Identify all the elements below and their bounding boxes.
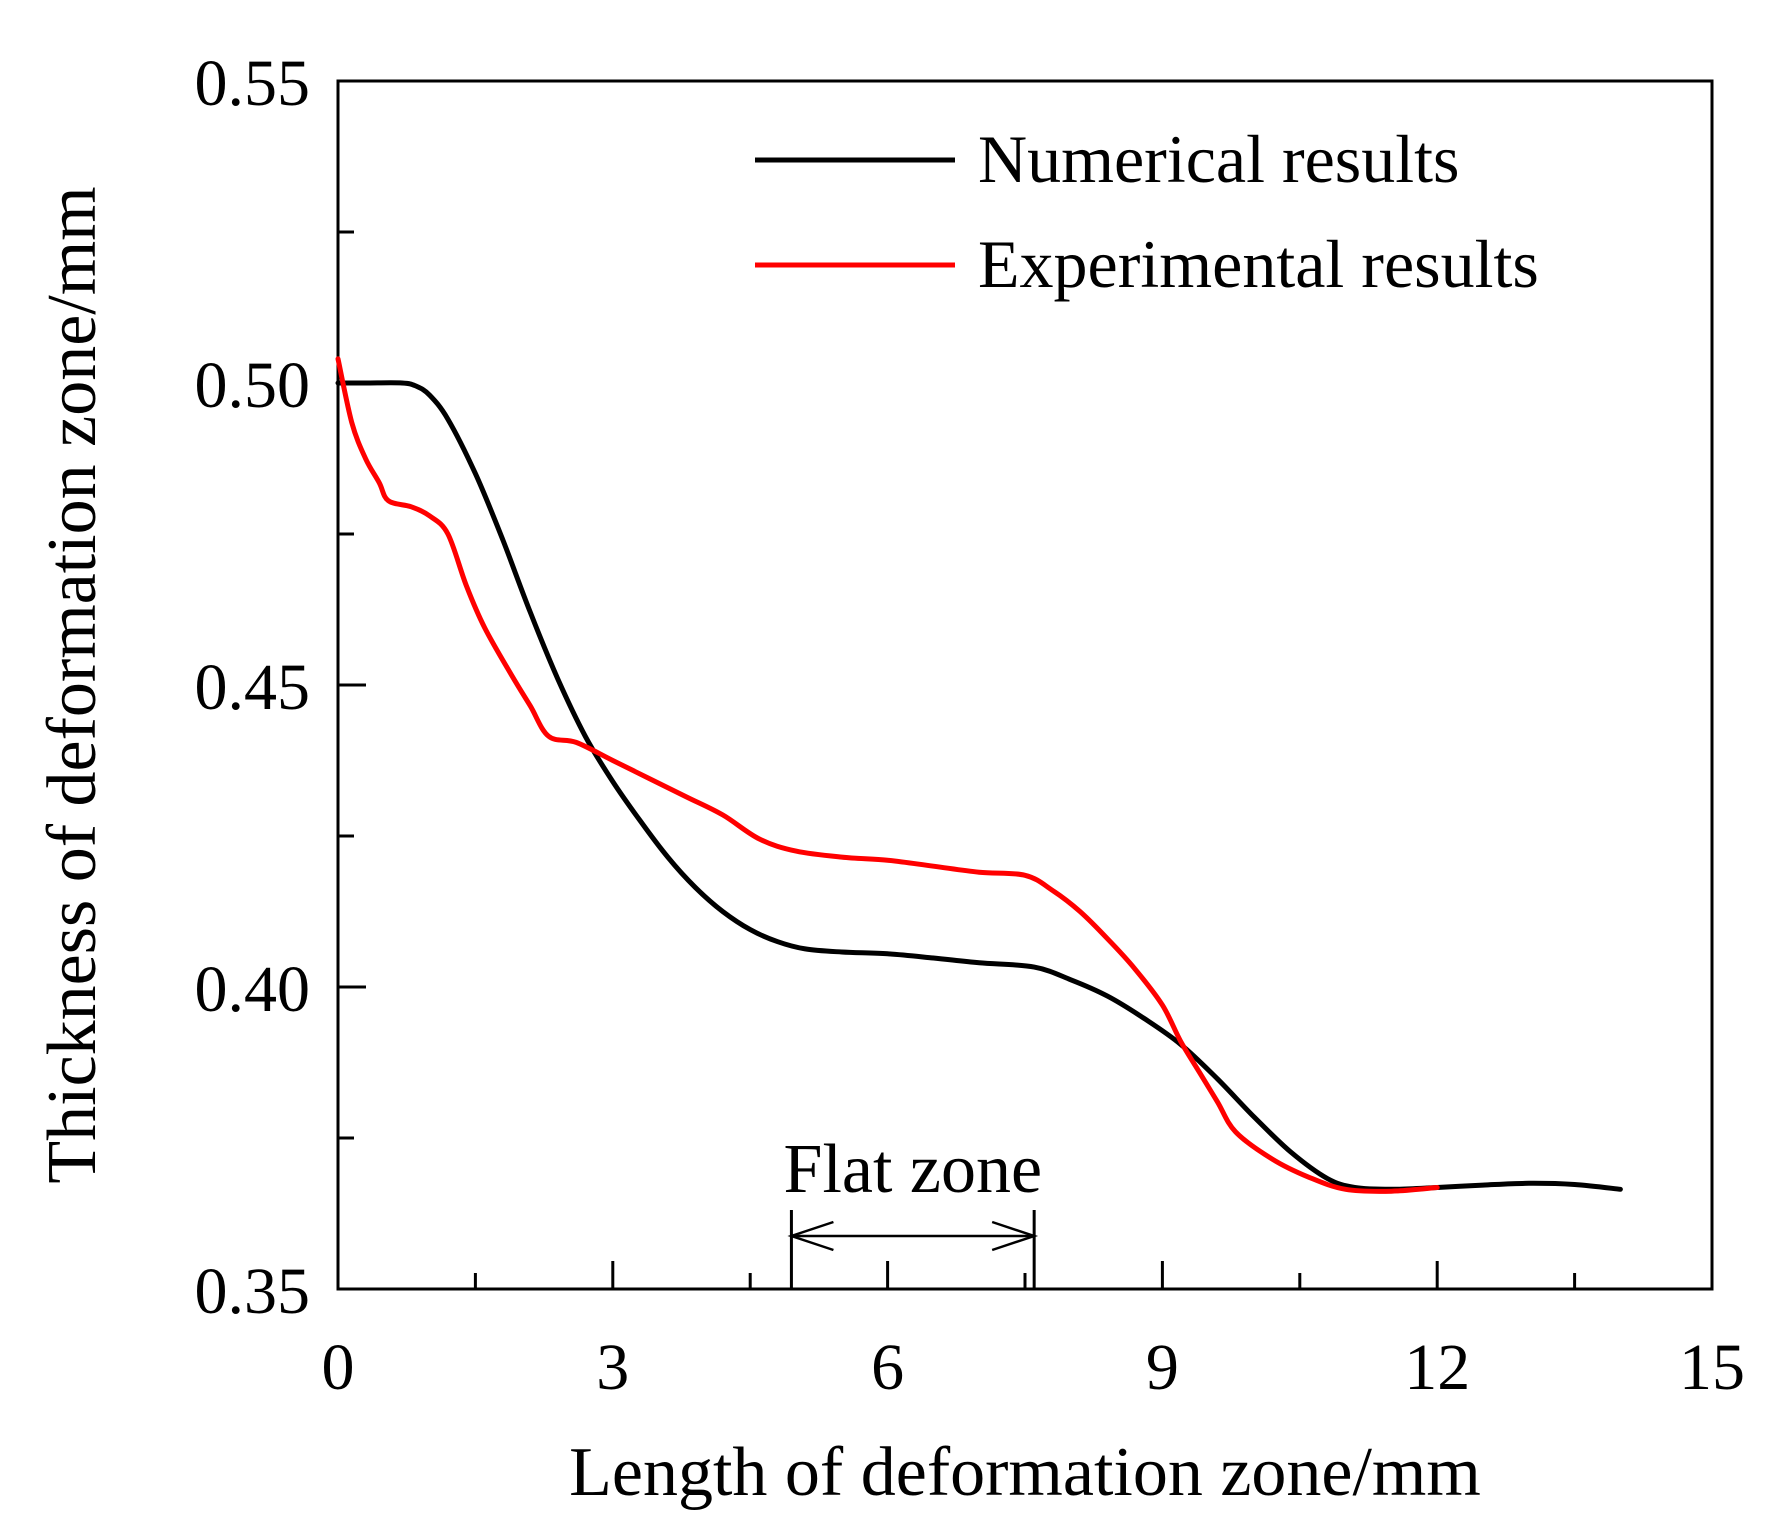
y-tick-label: 0.40 — [195, 953, 311, 1026]
y-axis-title: Thickness of deformation zone/mm — [34, 186, 111, 1183]
annotation-arrow-head-left — [787, 1220, 834, 1252]
y-tick-label: 0.45 — [195, 651, 311, 724]
y-tick-label: 0.35 — [195, 1255, 311, 1328]
annotation-label: Flat zone — [784, 1131, 1043, 1208]
y-axis-ticks: 0.35 0.40 0.45 0.50 0.55 — [195, 47, 366, 1328]
y-tick-label: 0.50 — [195, 349, 311, 422]
series-group — [335, 356, 1623, 1194]
x-axis-title: Length of deformation zone/mm — [569, 1434, 1481, 1511]
legend-label: Experimental results — [978, 226, 1539, 302]
series-line-numerical — [335, 380, 1623, 1192]
x-axis-ticks: 0 3 6 9 12 15 — [322, 1261, 1745, 1404]
series-line-experimental — [335, 356, 1440, 1194]
x-tick-label: 0 — [322, 1331, 355, 1404]
annotation-arrow-head-right — [991, 1220, 1039, 1252]
legend-label: Numerical results — [978, 121, 1460, 197]
x-tick-label: 15 — [1679, 1331, 1745, 1404]
x-tick-label: 12 — [1404, 1331, 1470, 1404]
legend: Numerical results Experimental results — [755, 121, 1539, 302]
annotations: Flat zone — [784, 1131, 1043, 1289]
x-tick-label: 9 — [1146, 1331, 1179, 1404]
x-tick-label: 3 — [596, 1331, 629, 1404]
x-tick-label: 6 — [871, 1331, 904, 1404]
y-tick-label: 0.55 — [195, 47, 311, 120]
